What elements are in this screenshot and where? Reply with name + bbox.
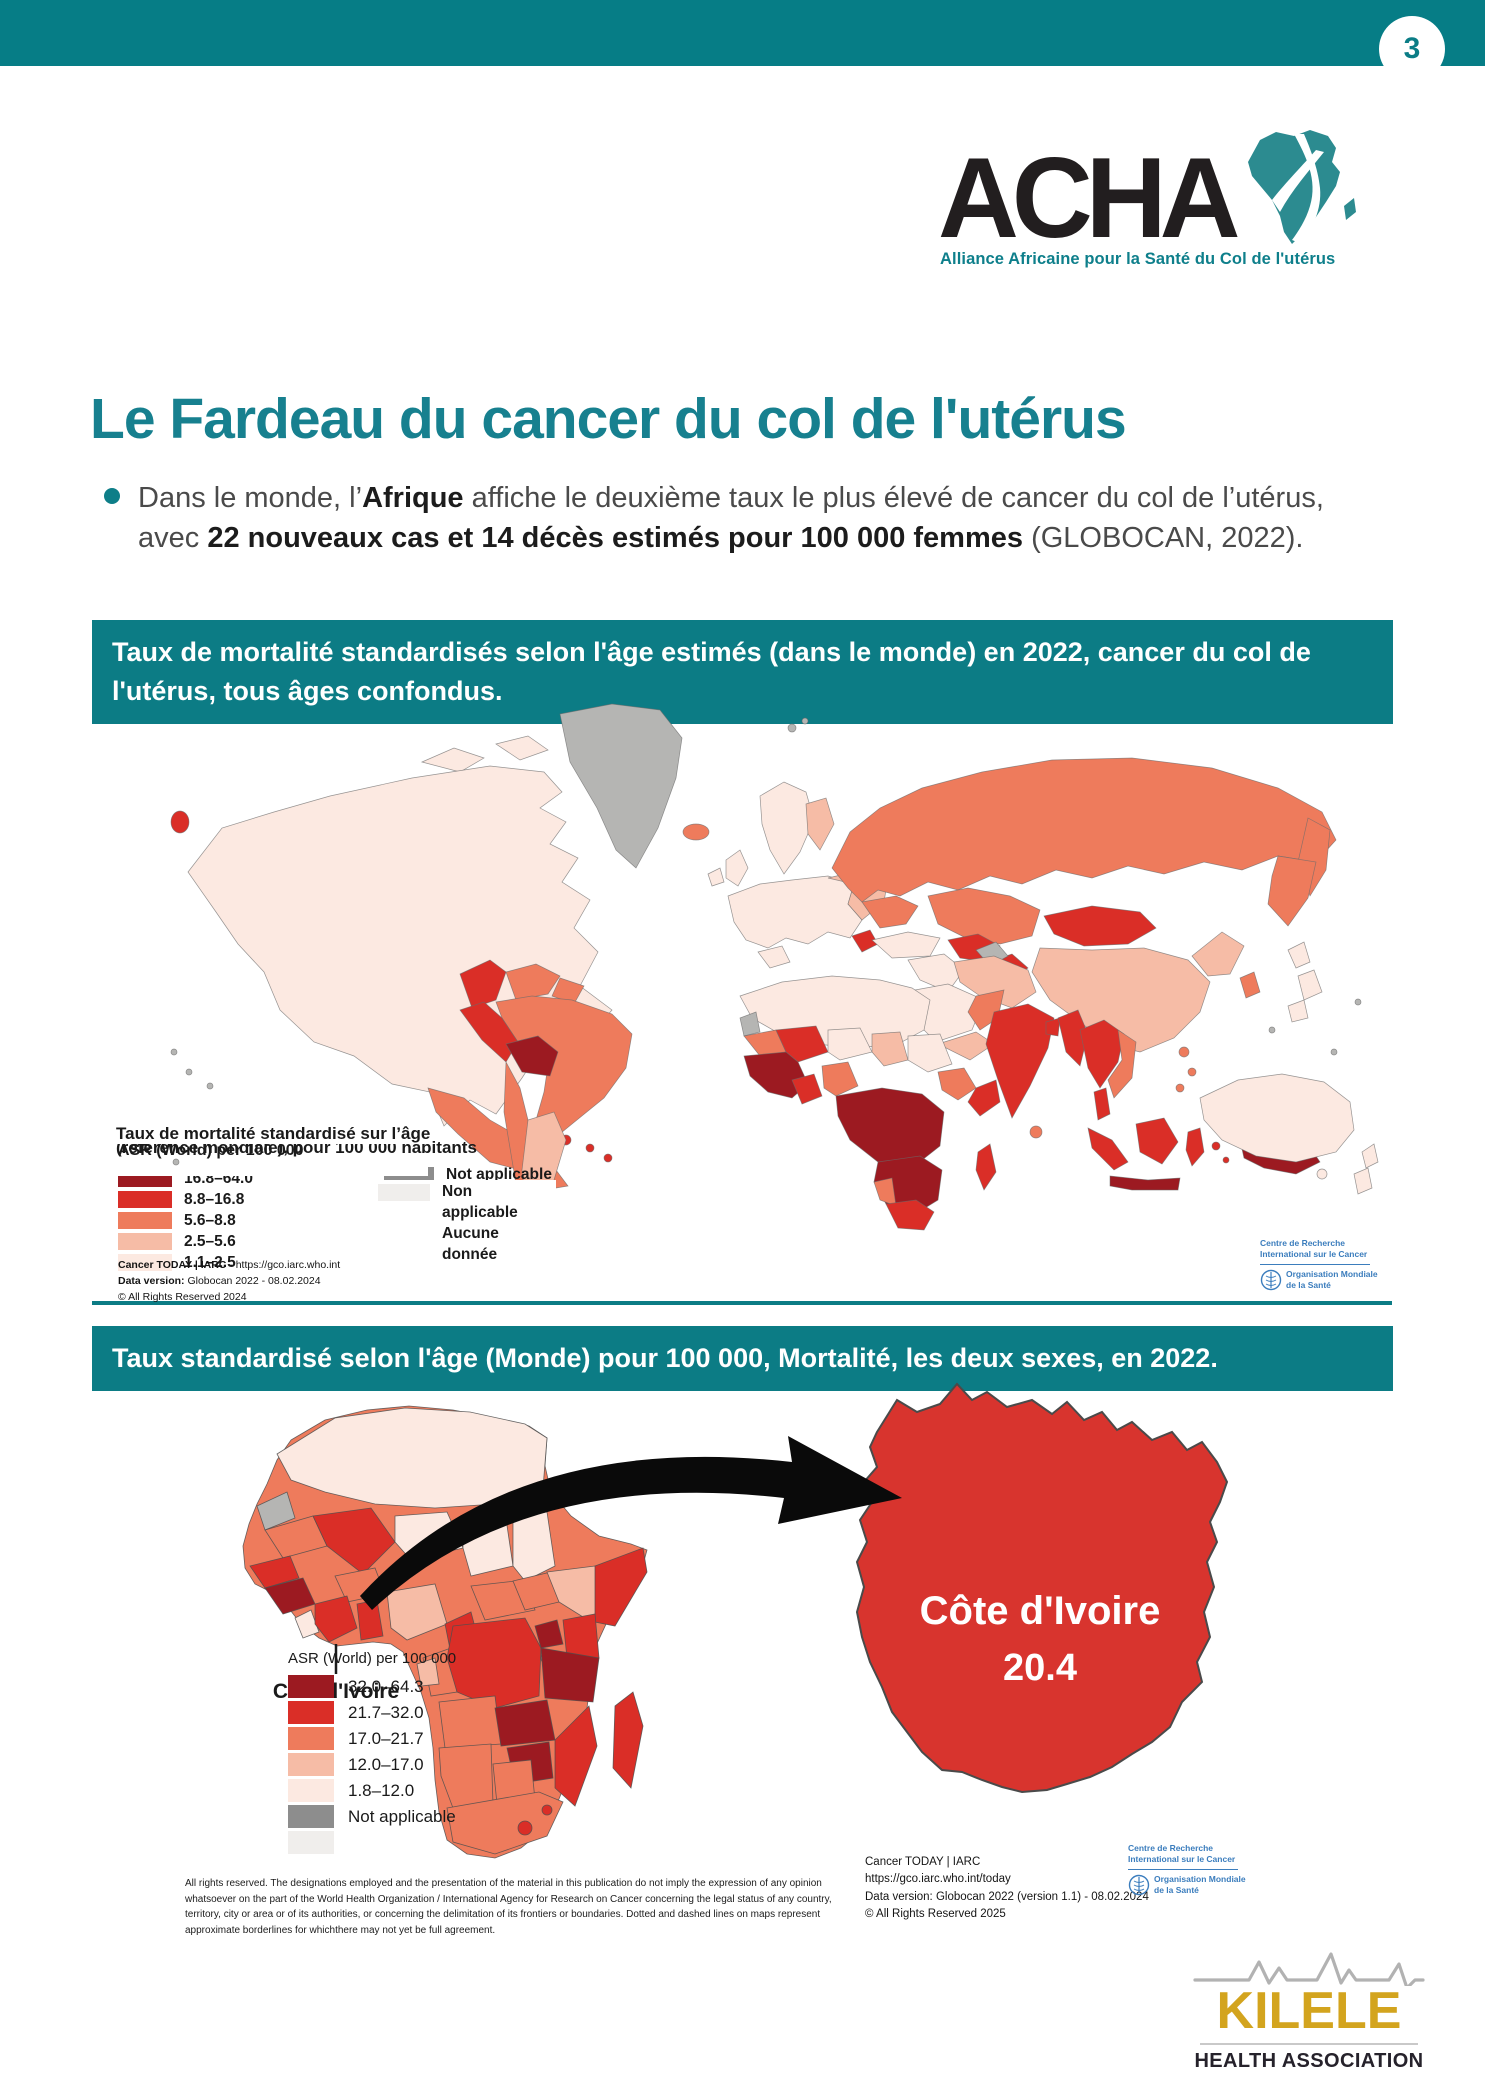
- who-emblem-icon: [1128, 1875, 1150, 1896]
- legend-label: 1.8–12.0: [348, 1780, 415, 1800]
- intro-bullet: Dans le monde, l’Afrique affiche le deux…: [104, 478, 1404, 558]
- heartbeat-line-icon: [1193, 1952, 1425, 1990]
- world-legend-title-fr1: Taux de mortalité standardisé sur l’âge: [116, 1124, 431, 1144]
- legend-label: 2.5–5.6: [184, 1232, 236, 1250]
- legend-row: [288, 1831, 456, 1854]
- iarc-who-logo: Centre de Recherche International sur le…: [1260, 1238, 1400, 1292]
- who-label-line1: Organisation Mondiale: [1286, 1269, 1378, 1280]
- kilele-subtitle: HEALTH ASSOCIATION: [1194, 2050, 1424, 2072]
- cote-divoire-country-shape: Côte d'Ivoire 20.4: [855, 1382, 1229, 1794]
- iarc-label-line2: International sur le Cancer: [1260, 1249, 1368, 1260]
- legend-label: 8.8–16.8: [184, 1190, 245, 1208]
- legend-row: 12.0–17.0: [288, 1753, 456, 1776]
- divider: [1128, 1868, 1238, 1871]
- copyright: © All Rights Reserved 2024: [118, 1290, 247, 1303]
- africa-legend-title: ASR (World) per 100 000: [288, 1650, 457, 1667]
- intro-mid: affiche le deuxième taux le plus élevé d…: [138, 482, 1324, 555]
- legend-row: 17.0–21.7: [288, 1727, 456, 1750]
- legend-swatch: [118, 1191, 172, 1208]
- kilele-logo: KILELE HEALTH ASSOCIATION: [1193, 1950, 1425, 2073]
- divider: [1260, 1263, 1370, 1266]
- legend-label: 32.0–64.3: [348, 1676, 424, 1696]
- data-version: Data version: Globocan 2022 (version 1.1…: [865, 1890, 1149, 1903]
- legend-swatch: [288, 1805, 334, 1828]
- legend-swatch: [118, 1212, 172, 1229]
- acha-tagline: Alliance Africaine pour la Santé du Col …: [940, 250, 1336, 268]
- legend-row: 21.7–32.0: [288, 1701, 456, 1724]
- page-number-badge: 3: [1379, 16, 1445, 82]
- legend-label: Non applicable: [442, 1183, 518, 1221]
- legend-row: 1.1–2.5: [118, 1252, 253, 1273]
- disclaimer-text: All rights reserved. The designations em…: [185, 1878, 832, 1936]
- who-label-line2: de la Santé: [1154, 1885, 1199, 1896]
- africa-map-source: Cancer TODAY | IARC https://gco.iarc.who…: [865, 1854, 1149, 1923]
- source-url: https://gco.iarc.who.int/today: [865, 1873, 1011, 1886]
- legend-not-applicable-fr: Non applicable Aucune donnée: [374, 1180, 556, 1266]
- world-choropleth-map: [170, 703, 1379, 1259]
- top-bar: [0, 0, 1485, 66]
- legend-label: 1.1–2.5: [184, 1253, 236, 1271]
- iarc-who-logo: Centre de Recherche International sur le…: [1128, 1843, 1268, 1897]
- copyright: © All Rights Reserved 2025: [865, 1907, 1006, 1920]
- world-legend-title-en: ASR (World) per 100 000: [118, 1142, 304, 1159]
- highlight-country-value: 20.4: [1003, 1647, 1077, 1689]
- kilele-wordmark: KILELE: [1216, 1982, 1402, 2040]
- legend-label: 17.0–21.7: [348, 1728, 424, 1748]
- legend-swatch: [118, 1233, 172, 1250]
- legend-label: Not applicable: [446, 1166, 552, 1183]
- legend-row: Not applicable: [288, 1805, 456, 1828]
- legend-swatch: [378, 1184, 430, 1201]
- legend-label-group: Non applicable Aucune donnée: [442, 1182, 552, 1266]
- iarc-label-line1: Centre de Recherche: [1128, 1843, 1214, 1853]
- legend-label: Aucune donnée: [442, 1224, 499, 1263]
- who-emblem-icon: [1260, 1270, 1282, 1291]
- section-divider: [92, 1301, 1392, 1305]
- bullet-dot-icon: [104, 488, 120, 504]
- section-banner-africa: Taux standardisé selon l'âge (Monde) pou…: [92, 1326, 1393, 1392]
- legend-overlap-cover: [116, 1166, 428, 1176]
- highlight-country-name: Côte d'Ivoire: [920, 1589, 1161, 1633]
- legend-swatch: [288, 1727, 334, 1750]
- section-banner-world: Taux de mortalité standardisés selon l'â…: [92, 620, 1393, 725]
- iarc-label-line1: Centre de Recherche: [1260, 1238, 1346, 1248]
- iarc-label-line2: International sur le Cancer: [1128, 1854, 1236, 1865]
- source-name: Cancer TODAY | IARC: [865, 1856, 981, 1868]
- intro-bold-stats: 22 nouveaux cas et 14 décès estimés pour…: [207, 522, 1024, 555]
- who-label-line1: Organisation Mondiale: [1154, 1874, 1246, 1885]
- legend-row: 32.0–64.3: [288, 1675, 456, 1698]
- legend-swatch: [288, 1831, 334, 1854]
- legend-label: Not applicable: [348, 1806, 456, 1826]
- intro-text: Dans le monde, l’Afrique affiche le deux…: [138, 478, 1388, 558]
- legend-swatch: [118, 1254, 172, 1271]
- legend-swatch: [288, 1701, 334, 1724]
- legend-row: 5.6–8.8: [118, 1210, 253, 1231]
- data-version-value: Globocan 2022 - 08.02.2024: [184, 1274, 321, 1287]
- page-title: Le Fardeau du cancer du col de l'utérus: [90, 387, 1127, 451]
- source-name: Cancer TODAY | IARC: [118, 1259, 227, 1271]
- world-map-legend: Taux de mortalité standardisé sur l’âge …: [116, 1124, 556, 1271]
- who-label-line2: de la Santé: [1286, 1280, 1331, 1291]
- intro-start: Dans le monde, l’: [138, 482, 363, 514]
- intro-end: (GLOBOCAN, 2022).: [1023, 522, 1304, 555]
- legend-swatch: [288, 1779, 334, 1802]
- africa-ribbon-icon: [1236, 128, 1358, 257]
- data-version-label: Data version:: [118, 1274, 185, 1287]
- legend-row: 8.8–16.8: [118, 1189, 253, 1210]
- acha-wordmark: ACHA: [938, 133, 1241, 262]
- legend-label: 21.7–32.0: [348, 1702, 424, 1722]
- world-map-source: Cancer TODAY | IARC - https://gco.iarc.w…: [118, 1258, 340, 1305]
- source-url: - https://gco.iarc.who.int: [226, 1259, 341, 1271]
- page-number: 3: [1403, 32, 1421, 65]
- legend-label: 5.6–8.8: [184, 1211, 236, 1229]
- intro-bold-region: Afrique: [362, 482, 464, 514]
- divider: [1200, 2043, 1418, 2045]
- legend-label: 12.0–17.0: [348, 1754, 424, 1774]
- legend-swatch: [288, 1675, 334, 1698]
- legend-row: 2.5–5.6: [118, 1231, 253, 1252]
- africa-map-legend: ASR (World) per 100 000 32.0–64.3 21.7–3…: [288, 1650, 456, 1857]
- legend-swatch: [288, 1753, 334, 1776]
- acha-logo: ACHA Alliance Africaine pour la Santé du…: [938, 128, 1358, 278]
- legend-row: 1.8–12.0: [288, 1779, 456, 1802]
